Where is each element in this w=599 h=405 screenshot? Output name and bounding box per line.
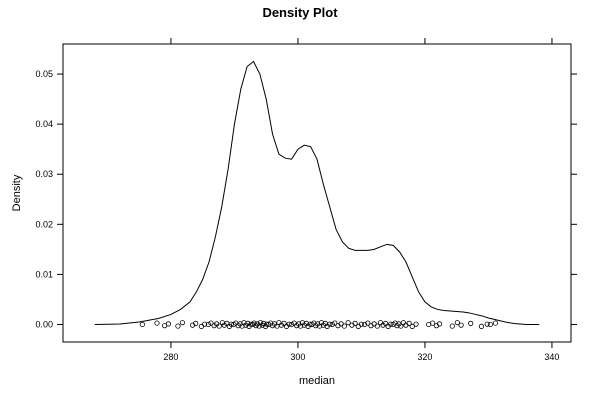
rug-point (256, 323, 262, 329)
rug-point (478, 323, 485, 329)
rug-point (458, 322, 464, 328)
rug-point (332, 320, 338, 326)
rug-point (468, 320, 474, 326)
rug-point (484, 321, 490, 327)
plot-frame (62, 43, 572, 343)
rug-point (329, 321, 335, 328)
rug-point (276, 320, 282, 326)
rug-point (400, 320, 406, 326)
y-axis-title: Density (11, 174, 23, 211)
rug-point (208, 320, 214, 326)
rug-point (413, 321, 419, 327)
rug-point (362, 321, 368, 328)
x-tick-label: 300 (290, 352, 305, 362)
rug-point (409, 323, 415, 329)
x-axis-bottom-ticks (170, 342, 553, 348)
x-axis-tick-labels: 280 300 320 340 (163, 352, 559, 362)
rug-point (449, 323, 455, 329)
rug-point (492, 320, 499, 326)
rug-point (205, 321, 212, 328)
rug-points (139, 320, 499, 329)
y-axis-right-ticks (571, 73, 577, 325)
rug-point (154, 320, 160, 326)
rug-point (406, 320, 412, 326)
y-axis-left-ticks (57, 73, 63, 325)
rug-point (377, 320, 384, 326)
rug-point (327, 321, 333, 327)
x-tick-label: 320 (417, 352, 432, 362)
rug-point (454, 320, 460, 326)
rug-point (365, 320, 371, 326)
rug-point (436, 321, 443, 327)
rug-point (355, 323, 361, 329)
y-tick-label: 0.04 (35, 119, 53, 129)
y-tick-label: 0.03 (35, 169, 53, 179)
x-tick-label: 280 (163, 352, 178, 362)
rug-point (193, 320, 199, 326)
x-axis-title: median (299, 375, 335, 387)
y-axis-tick-labels: 0.00 0.01 0.02 0.03 0.04 0.05 (35, 69, 53, 329)
rug-point (248, 321, 254, 327)
y-tick-label: 0.02 (35, 219, 53, 229)
density-curve (94, 60, 540, 325)
rug-point (288, 321, 295, 328)
rug-point (281, 320, 287, 326)
rug-point (198, 323, 205, 329)
rug-point (286, 321, 292, 327)
rug-point (341, 323, 347, 329)
rug-point (358, 321, 365, 327)
rug-point (487, 321, 493, 328)
rug-point (179, 320, 185, 326)
rug-point (216, 323, 222, 329)
y-tick-label: 0.01 (35, 269, 53, 279)
rug-point (352, 320, 358, 326)
rug-point (139, 321, 145, 328)
rug-point (165, 321, 172, 327)
rug-point (345, 320, 351, 326)
rug-point (245, 320, 251, 326)
y-tick-label: 0.00 (35, 319, 53, 329)
rug-point (382, 320, 389, 326)
x-axis-top-ticks (170, 38, 553, 44)
x-tick-label: 340 (544, 352, 559, 362)
rug-point (202, 321, 208, 327)
y-tick-label: 0.05 (35, 69, 53, 79)
rug-point (175, 323, 181, 329)
chart-title: Density Plot (262, 5, 338, 20)
rug-point (398, 323, 404, 329)
rug-point (429, 320, 436, 326)
rug-point (374, 323, 380, 329)
